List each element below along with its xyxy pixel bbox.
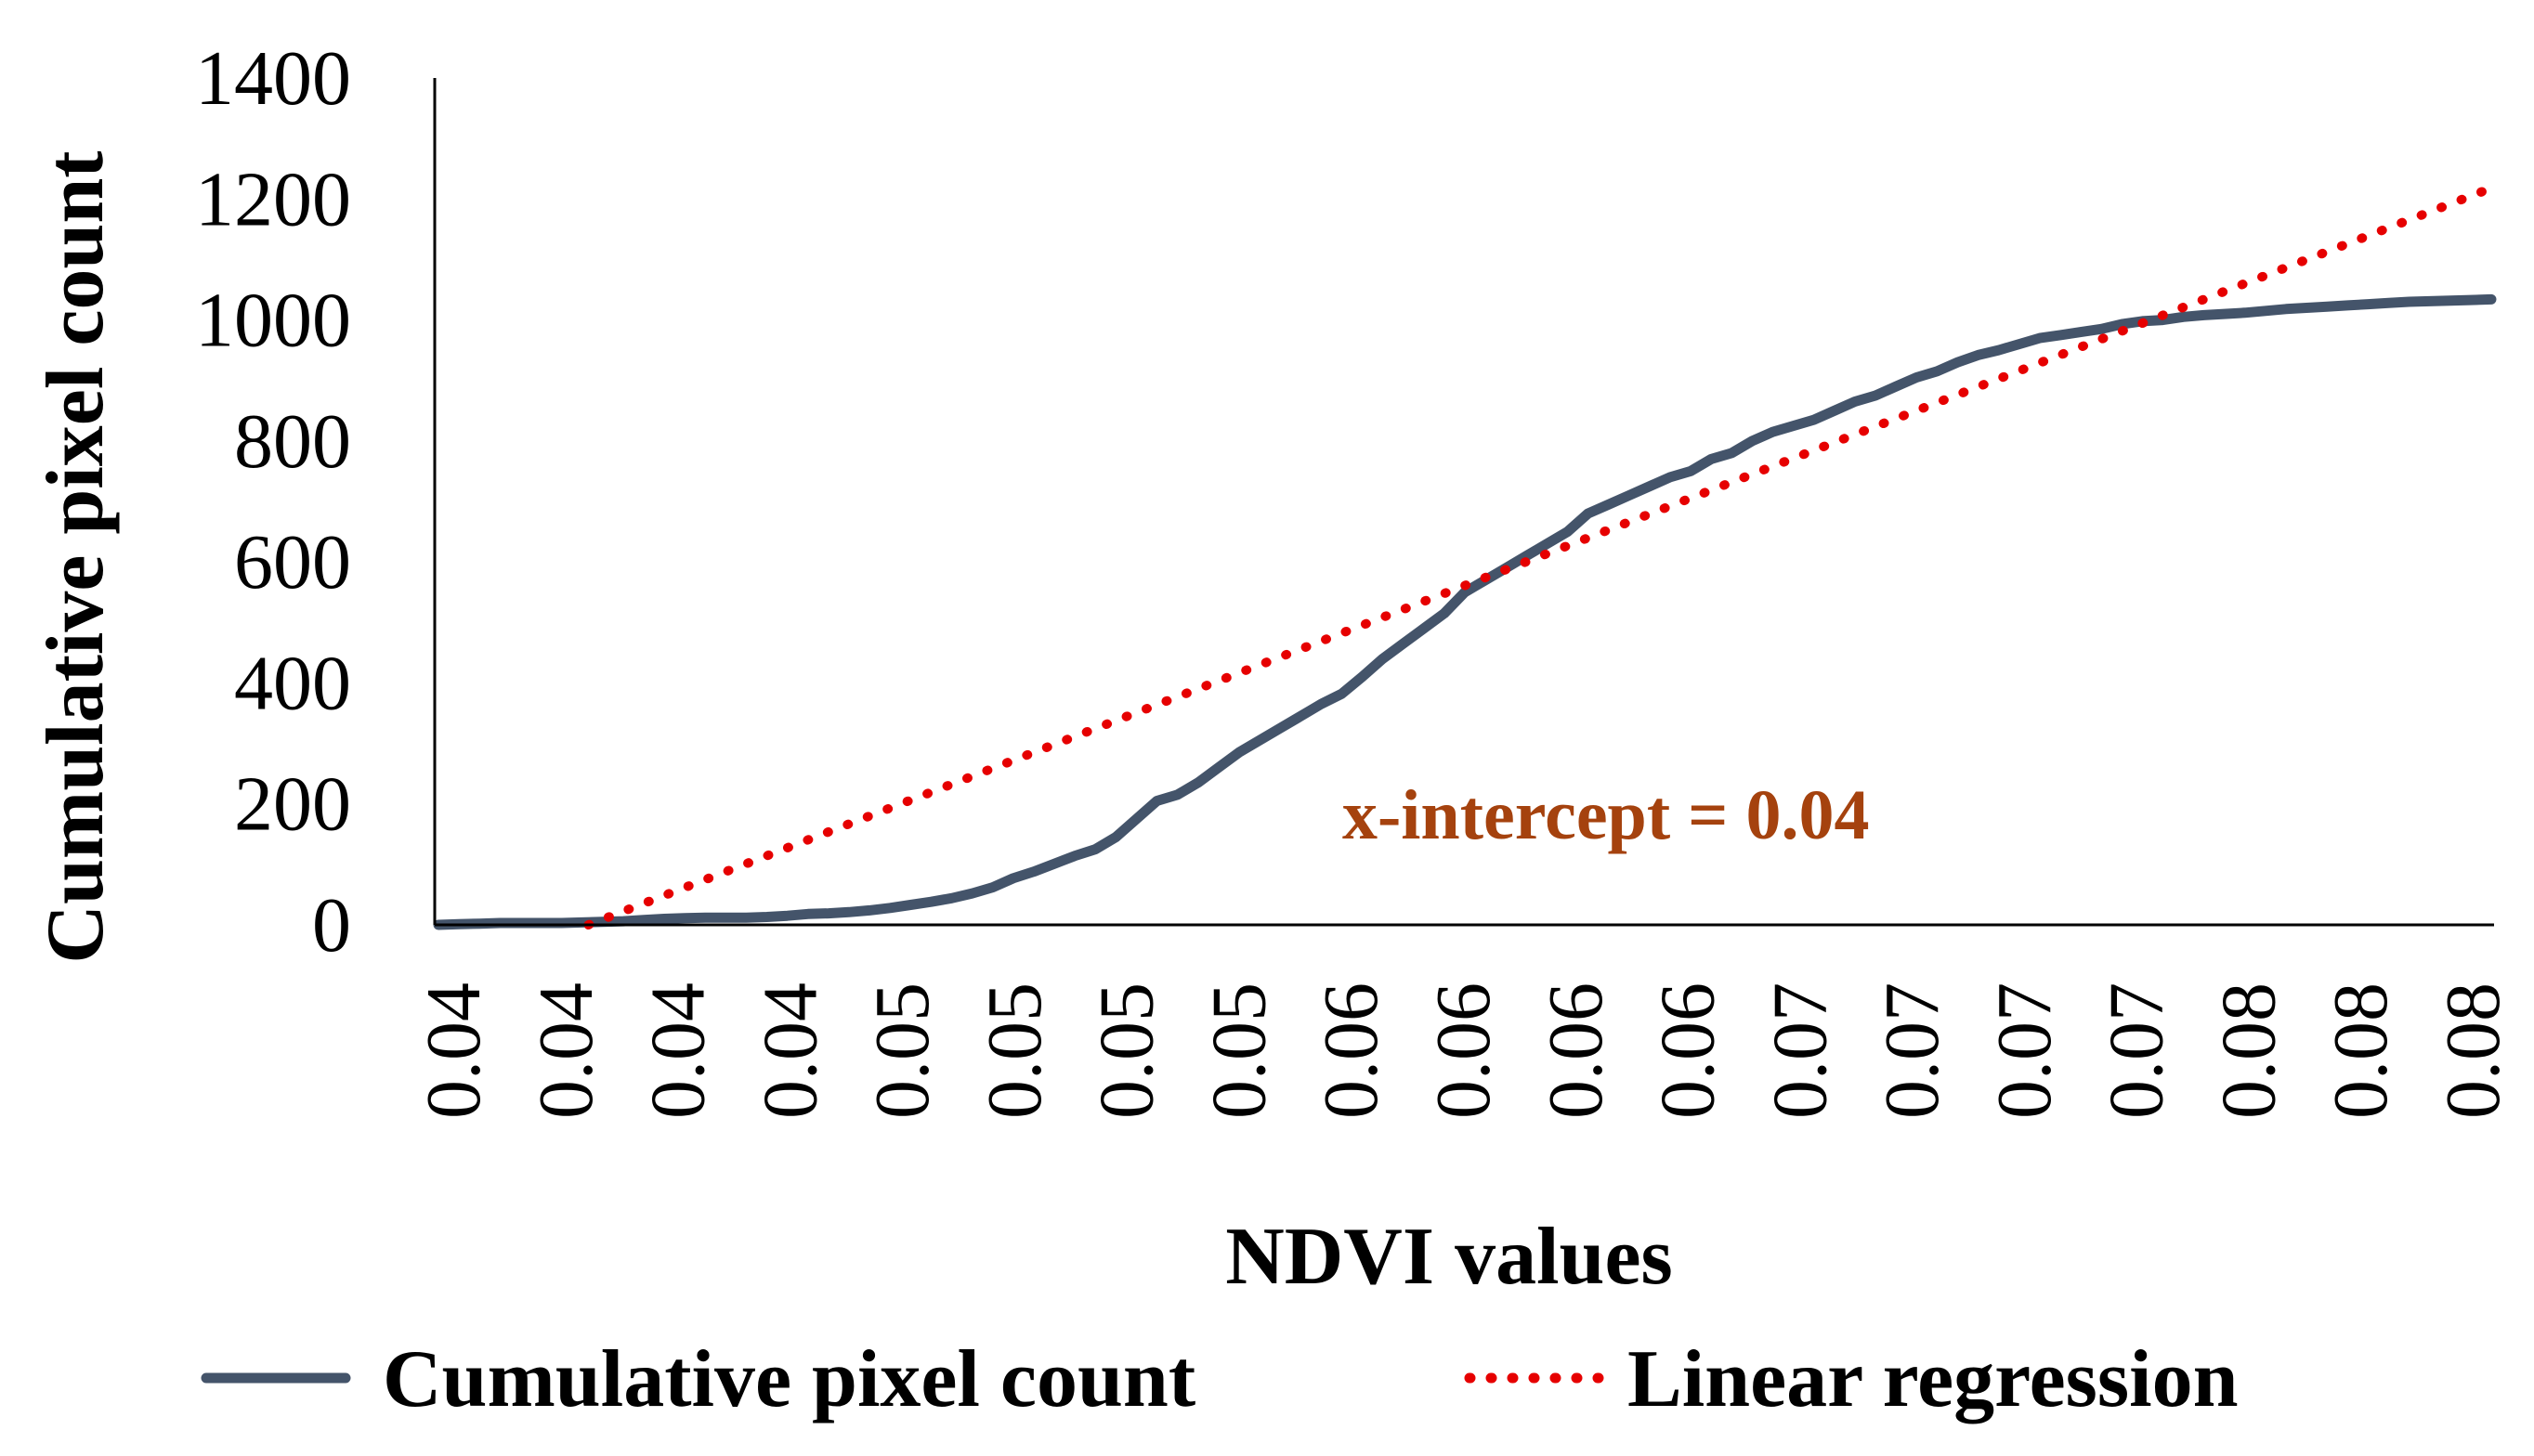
- x-tick-label: 0.04: [523, 982, 609, 1119]
- x-tick-label: 0.07: [1981, 982, 2068, 1119]
- x-tick-label: 0.04: [747, 982, 833, 1119]
- axes: [433, 78, 2494, 927]
- series-line-cumulative: [433, 293, 2497, 930]
- x-tick-label: 0.08: [2430, 982, 2516, 1119]
- x-tick-label: 0.08: [2318, 982, 2404, 1119]
- y-tick-label: 1200: [195, 156, 351, 242]
- x-axis-ticks: 0.04 0.04 0.04 0.04 0.05 0.05 0.05 0.05 0.06 0.06…: [411, 982, 2516, 1119]
- x-tick-label: 0.06: [1645, 982, 1731, 1119]
- x-tick-label: 0.07: [2094, 982, 2180, 1119]
- x-tick-label: 0.06: [1308, 982, 1394, 1119]
- legend: Cumulative pixel count Linear regression: [201, 1334, 2239, 1424]
- x-tick-label: 0.06: [1533, 982, 1619, 1119]
- x-tick-label: 0.04: [635, 982, 722, 1119]
- x-tick-label: 0.06: [1420, 982, 1507, 1119]
- series-layer: [433, 183, 2497, 930]
- y-tick-label: 0: [312, 882, 351, 968]
- y-tick-label: 800: [234, 398, 351, 485]
- x-tick-label: 0.05: [1084, 982, 1170, 1119]
- x-intercept-annotation: x-intercept = 0.04: [1342, 776, 1869, 854]
- x-tick-label: 0.05: [972, 982, 1058, 1119]
- y-tick-label: 400: [234, 640, 351, 726]
- x-axis-title: NDVI values: [1225, 1212, 1673, 1302]
- x-tick-label: 0.04: [411, 982, 497, 1119]
- x-tick-label: 0.08: [2205, 982, 2292, 1119]
- x-tick-label: 0.05: [1195, 982, 1282, 1119]
- x-tick-label: 0.07: [1869, 982, 1955, 1119]
- y-axis-ticks: 0 200 400 600 800 1000 1200 1400: [195, 35, 351, 968]
- y-tick-label: 200: [234, 761, 351, 848]
- legend-label-regression: Linear regression: [1627, 1334, 2239, 1424]
- y-tick-label: 1000: [195, 278, 351, 364]
- x-tick-label: 0.05: [859, 982, 946, 1119]
- y-tick-label: 600: [234, 519, 351, 605]
- series-line-regression: [583, 183, 2496, 930]
- x-tick-label: 0.07: [1757, 982, 1843, 1119]
- y-axis-title: Cumulative pixel count: [31, 150, 121, 963]
- legend-label-cumulative: Cumulative pixel count: [383, 1334, 1195, 1424]
- y-tick-label: 1400: [195, 35, 351, 122]
